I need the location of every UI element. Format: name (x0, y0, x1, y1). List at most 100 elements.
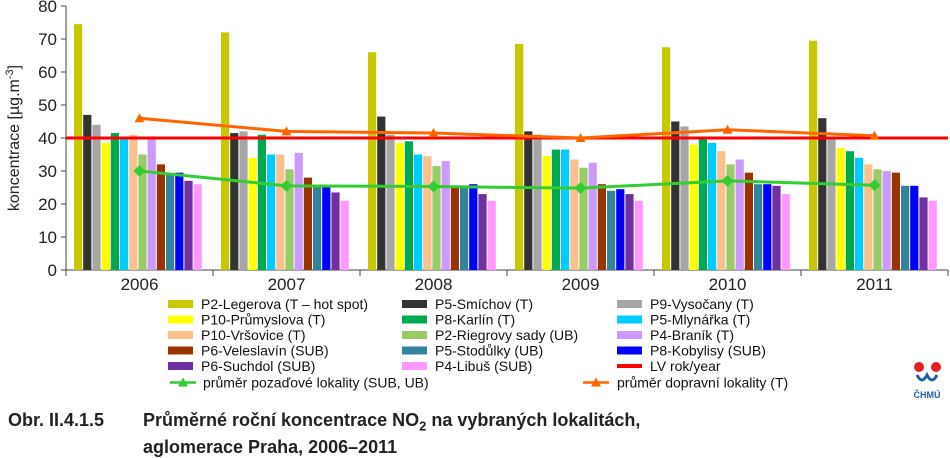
legend-swatch (402, 315, 427, 324)
bar (331, 192, 340, 270)
bar (910, 185, 919, 270)
bar (239, 131, 248, 270)
bar (469, 184, 478, 270)
bar (441, 161, 450, 270)
bar (542, 156, 551, 270)
bar (414, 154, 423, 270)
bar (625, 194, 634, 270)
bar (340, 200, 349, 270)
plot-area: 0 10 20 30 40 50 60 70 80 koncentrace [µg.m-3] 200… (4, 0, 949, 294)
y-tick-label: 20 (38, 195, 57, 214)
traffic-average-marker (722, 124, 733, 134)
bar (193, 184, 202, 270)
legend-label: P5-Stodůlky (UB) (435, 343, 543, 359)
bar (597, 184, 606, 270)
bar (322, 185, 331, 270)
bar (395, 142, 404, 270)
legend-swatch (402, 300, 427, 308)
legend-swatch (168, 346, 193, 355)
legend-swatch (617, 346, 642, 355)
traffic-average-line (139, 116, 875, 140)
bar (726, 164, 735, 270)
bar (294, 152, 303, 270)
bar (432, 166, 441, 270)
x-tick-label: 2007 (268, 275, 306, 294)
x-tick-label: 2009 (562, 275, 600, 294)
bar (754, 184, 763, 270)
bar (83, 114, 92, 271)
bar (92, 124, 101, 270)
bar (386, 134, 395, 270)
legend-label: průměr dopravní lokality (T) (617, 375, 788, 391)
background-average-marker (133, 165, 146, 177)
figure-caption: Obr. II.4.1.5 Průměrné roční koncentrace … (8, 410, 640, 458)
y-tick-label: 70 (38, 30, 57, 49)
traffic-average-marker (281, 126, 292, 136)
legend-swatch (617, 364, 642, 368)
bar (708, 142, 717, 270)
background-average-line (139, 169, 875, 190)
bar (404, 141, 413, 270)
bar (184, 180, 193, 270)
caption-title-part1: Průměrné roční koncentrace NO (143, 410, 420, 430)
bar (588, 162, 597, 270)
legend-swatch (617, 315, 642, 324)
legend-label: P10-Průmyslova (T) (201, 312, 325, 328)
bar (267, 154, 276, 270)
bar (836, 147, 845, 270)
y-axis-label: koncentrace [µg.m-3] (4, 65, 23, 211)
legend-swatch (402, 331, 427, 339)
traffic-average-marker (428, 128, 439, 138)
bar (276, 154, 285, 270)
legend-label: P8-Kobylisy (SUB) (650, 343, 766, 359)
bar (744, 172, 753, 270)
bar (763, 184, 772, 270)
y-tick-label: 0 (48, 261, 57, 280)
background-average-marker (574, 182, 587, 195)
bar (74, 24, 83, 271)
legend-label: P6-Suchdol (SUB) (201, 358, 315, 374)
bar (313, 185, 322, 270)
bar (616, 189, 625, 270)
legend-swatch (617, 331, 642, 339)
legend-label: P4-Libuš (SUB) (435, 358, 532, 374)
bar (221, 32, 230, 271)
bar (248, 157, 257, 270)
legend-swatch (168, 315, 193, 324)
x-tick-label: 2008 (415, 275, 453, 294)
legend: P2-Legerova (T – hot spot) P5-Smíchov (T)… (168, 296, 788, 391)
bar (607, 190, 616, 270)
legend-swatch (617, 300, 642, 308)
bar (845, 151, 854, 270)
x-tick-label: 2006 (121, 275, 159, 294)
traffic-average-marker (134, 113, 145, 123)
bar (230, 133, 239, 270)
bar (873, 169, 882, 270)
bar (423, 156, 432, 270)
caption-title-line2: aglomerace Praha, 2006–2011 (143, 436, 398, 457)
bar (698, 138, 707, 270)
bar (524, 131, 533, 270)
legend-label: P6-Veleslavín (SUB) (201, 343, 329, 359)
figure-number: Obr. II.4.1.5 (8, 410, 105, 430)
bar (891, 172, 900, 270)
bar (579, 167, 588, 270)
bar (166, 174, 175, 270)
bar (882, 171, 891, 270)
bar (717, 151, 726, 270)
legend-label: P4-Braník (T) (650, 327, 734, 343)
x-tick-label: 2011 (856, 275, 893, 294)
bar (156, 164, 165, 270)
bar (671, 121, 680, 270)
legend-swatch (402, 346, 427, 355)
bar (855, 157, 864, 270)
bar (450, 185, 459, 270)
bar (772, 185, 781, 270)
caption-title-part2: na vybraných lokalitách, (426, 410, 641, 430)
chmu-logo-icon: ČHMÚ (914, 362, 941, 400)
bar (809, 40, 818, 271)
bar (478, 194, 487, 270)
bar (368, 52, 377, 271)
bar (533, 134, 542, 270)
